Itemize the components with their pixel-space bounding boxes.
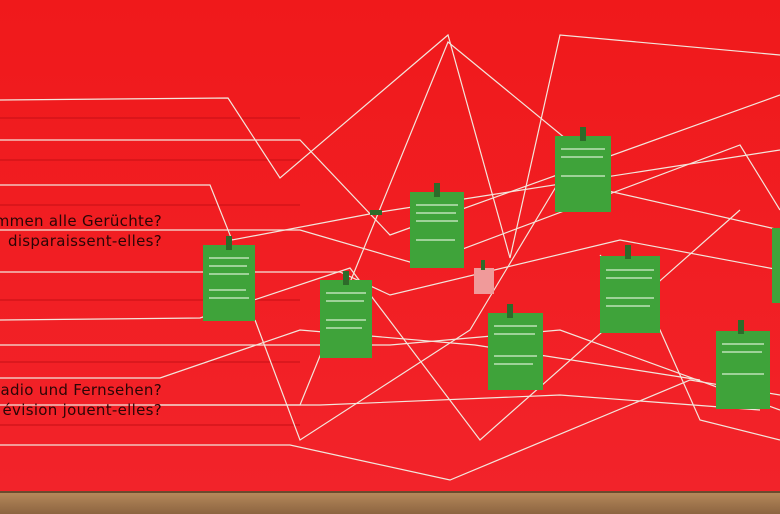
- question-de: Radio und Fernsehen?: [0, 381, 162, 399]
- cards: [203, 127, 780, 409]
- question-fr: évision jouent-elles?: [3, 401, 162, 419]
- card: [410, 183, 464, 268]
- card: [203, 236, 255, 321]
- card: [320, 271, 372, 358]
- questions: mmen alle Gerüchte? disparaissent-elles?…: [0, 212, 162, 419]
- clip: [370, 210, 382, 215]
- wall-grooves: [0, 117, 300, 426]
- card: [600, 245, 660, 333]
- tag: [474, 260, 494, 294]
- question-de: mmen alle Gerüchte?: [0, 212, 162, 230]
- card: [772, 228, 780, 303]
- card: [488, 304, 543, 390]
- question-fr: disparaissent-elles?: [8, 232, 162, 250]
- card: [555, 127, 611, 212]
- wooden-floor: [0, 492, 780, 514]
- card: [716, 320, 770, 409]
